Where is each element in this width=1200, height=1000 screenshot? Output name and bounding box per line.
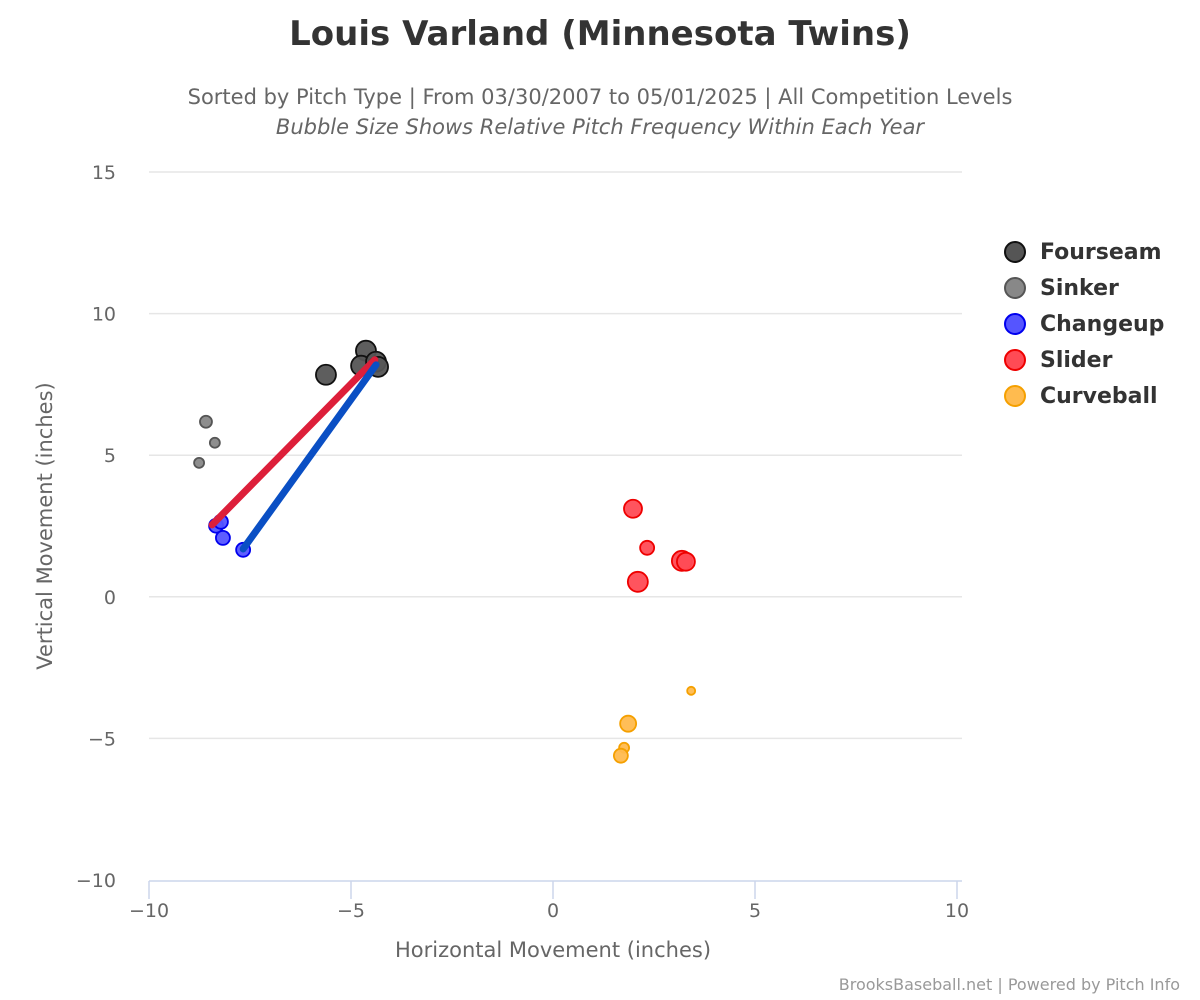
curveball-marker-icon: [1004, 385, 1026, 407]
trend-lines: [208, 356, 380, 553]
y-tick-label: 5: [104, 445, 116, 467]
y-axis-title: Vertical Movement (inches): [33, 382, 57, 669]
legend-item-sinker[interactable]: Sinker: [1004, 270, 1164, 306]
legend-label: Slider: [1040, 347, 1113, 373]
legend-label: Changeup: [1040, 311, 1165, 337]
y-tick-label: −10: [76, 870, 116, 892]
data-point[interactable]: [676, 551, 696, 572]
legend: Fourseam Sinker Changeup Slider Curvebal…: [1004, 234, 1164, 414]
data-point[interactable]: [315, 363, 337, 386]
data-series: [193, 339, 697, 764]
grid-lines: [149, 171, 962, 740]
y-tick-label: 15: [92, 162, 116, 184]
sinker-marker-icon: [1004, 277, 1026, 299]
series-slider: [623, 498, 696, 593]
y-tick-label: 10: [92, 304, 116, 326]
chart-title: Louis Varland (Minnesota Twins): [289, 14, 911, 54]
x-tick-label: 10: [945, 900, 969, 922]
credits-link[interactable]: BrooksBaseball.net | Powered by Pitch In…: [838, 975, 1180, 994]
subtitle-filters: Sorted by Pitch Type | From 03/30/2007 t…: [187, 85, 1013, 109]
legend-item-changeup[interactable]: Changeup: [1004, 306, 1164, 342]
data-point[interactable]: [208, 436, 221, 449]
legend-label: Fourseam: [1040, 239, 1162, 265]
y-axis-ticks: −10 −5 0 5 10 15: [76, 162, 116, 892]
x-tick-label: −10: [129, 900, 169, 922]
slider-marker-icon: [1004, 349, 1026, 371]
fourseam-marker-icon: [1004, 241, 1026, 263]
data-point[interactable]: [686, 685, 697, 696]
legend-label: Sinker: [1040, 275, 1119, 301]
data-point[interactable]: [623, 498, 643, 519]
subtitle-bubble-note: Bubble Size Shows Relative Pitch Frequen…: [275, 115, 925, 139]
x-tick-label: −5: [337, 900, 365, 922]
series-curveball: [612, 685, 697, 764]
data-point[interactable]: [215, 529, 231, 546]
trend-line: [208, 356, 379, 529]
legend-label: Curveball: [1040, 383, 1158, 409]
changeup-marker-icon: [1004, 313, 1026, 335]
data-point[interactable]: [619, 714, 638, 733]
x-axis-title: Horizontal Movement (inches): [395, 938, 711, 962]
data-point[interactable]: [199, 414, 213, 429]
data-point[interactable]: [626, 570, 649, 593]
trend-line: [239, 361, 380, 553]
chart-subtitle: Sorted by Pitch Type | From 03/30/2007 t…: [0, 82, 1200, 142]
legend-item-fourseam[interactable]: Fourseam: [1004, 234, 1164, 270]
x-axis: −10 −5 0 5 10: [129, 880, 969, 922]
series-sinker: [193, 414, 221, 469]
y-tick-label: 0: [104, 587, 116, 609]
x-tick-label: 0: [547, 900, 559, 922]
data-point[interactable]: [639, 539, 656, 556]
data-point[interactable]: [193, 456, 205, 469]
legend-item-slider[interactable]: Slider: [1004, 342, 1164, 378]
x-tick-label: 5: [749, 900, 761, 922]
y-tick-label: −5: [88, 728, 116, 750]
legend-item-curveball[interactable]: Curveball: [1004, 378, 1164, 414]
data-point[interactable]: [612, 747, 629, 764]
